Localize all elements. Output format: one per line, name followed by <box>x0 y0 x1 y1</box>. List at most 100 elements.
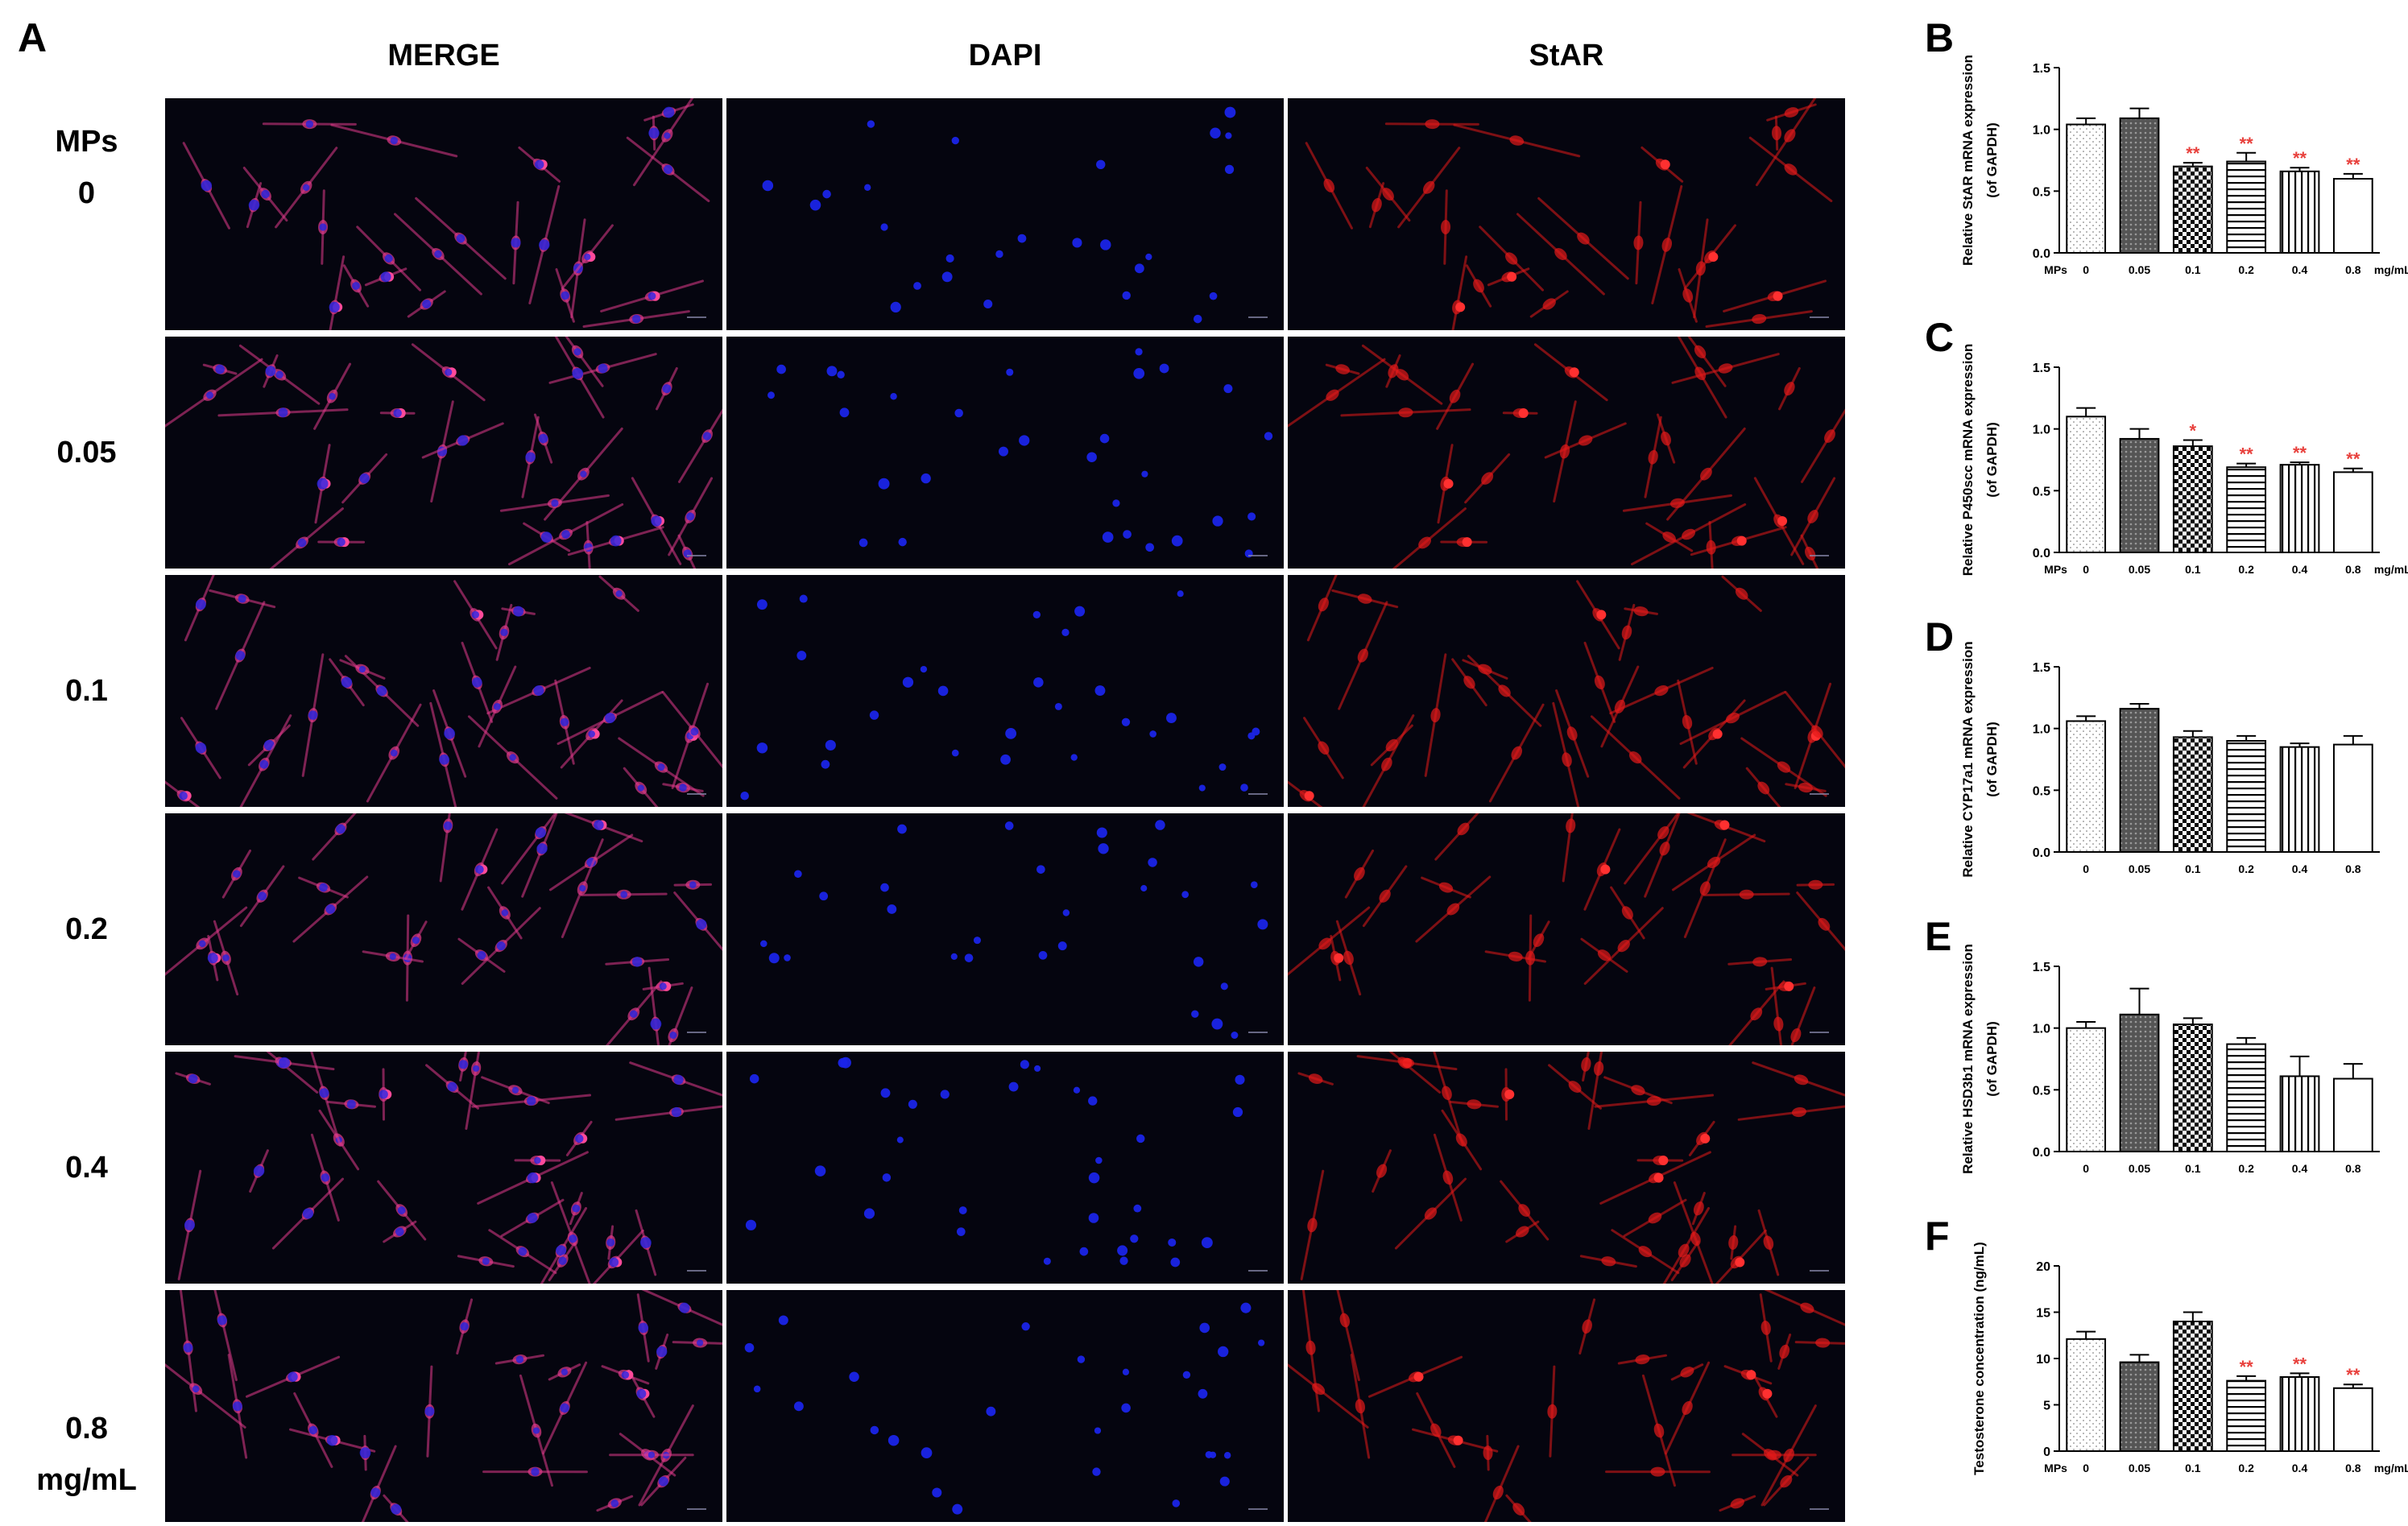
x-prefix-label: MPs <box>2044 1462 2067 1474</box>
x-tick-label: 0.05 <box>2129 263 2150 276</box>
bar-0.4 <box>2279 746 2320 853</box>
micrograph-star-row-1 <box>1288 337 1845 569</box>
y-tick-label: 0.5 <box>2033 1084 2050 1098</box>
x-tick-label: 0.05 <box>2129 563 2150 576</box>
bar-0.4 <box>2279 170 2320 254</box>
panel-letter-b: B <box>1925 15 1955 60</box>
micrograph-merge-row-4 <box>165 1052 722 1284</box>
x-tick-label: 0.8 <box>2345 1462 2361 1474</box>
bar-0.2 <box>2226 740 2267 853</box>
row-label-4-0: 0.4 <box>65 1151 108 1185</box>
column-header-merge: MERGE <box>387 39 500 72</box>
bar-0 <box>2066 1338 2107 1452</box>
chart-e: Relative HSD3b1 mRNA expression (of GAPDH… <box>1921 913 2408 1205</box>
panel-a-letter: A <box>18 15 48 60</box>
chart-d: Relative CYP17a1 mRNA expression (of GAPD… <box>1921 614 2408 905</box>
y-tick-label: 0.0 <box>2033 846 2050 860</box>
x-tick-label: 0.2 <box>2238 862 2254 875</box>
y-axis-label: Relative CYP17a1 mRNA expression <box>1960 641 1976 877</box>
bar-0.4 <box>2279 1075 2320 1152</box>
y-tick-label: 0.0 <box>2033 247 2050 261</box>
significance-marker: ** <box>2346 449 2360 469</box>
y-tick-label: 1.0 <box>2033 723 2050 737</box>
chart-f: Testosterone concentration (ng/mL) 0 5 10 15… <box>1921 1213 2408 1504</box>
bar-0.2 <box>2226 1043 2267 1152</box>
y-tick-label: 0 <box>2043 1445 2050 1459</box>
micrograph-star-row-2 <box>1288 575 1845 807</box>
x-tick-label: 0.2 <box>2238 1162 2254 1175</box>
y-axis-label: (of GAPDH) <box>1984 422 2000 497</box>
bar-0 <box>2066 123 2107 254</box>
micrograph-dapi-row-3 <box>726 813 1284 1045</box>
bar-0.2 <box>2226 466 2267 553</box>
x-tick-label: 0.8 <box>2345 862 2361 875</box>
y-tick-label: 1.0 <box>2033 424 2050 437</box>
y-tick-label: 0.5 <box>2033 784 2050 798</box>
x-unit-label: mg/mL <box>2374 263 2408 276</box>
row-label-5-1: mg/mL <box>36 1463 137 1497</box>
bar-0.1 <box>2172 1024 2213 1152</box>
significance-marker: ** <box>2293 1354 2307 1374</box>
x-tick-label: 0 <box>2083 263 2089 276</box>
row-label-3-0: 0.2 <box>65 912 108 946</box>
y-tick-label: 15 <box>2036 1307 2050 1321</box>
bar-0 <box>2066 1027 2107 1152</box>
significance-marker: ** <box>2346 1365 2360 1385</box>
micrograph-star-row-0 <box>1288 98 1845 330</box>
bar-0.1 <box>2172 736 2213 853</box>
x-tick-label: 0.1 <box>2185 862 2201 875</box>
bar-0.8 <box>2332 743 2373 853</box>
bar-0.8 <box>2332 1387 2373 1452</box>
x-tick-label: 0.4 <box>2292 1162 2308 1175</box>
micrograph-merge-row-5 <box>165 1290 722 1522</box>
micrograph-star-row-4 <box>1288 1052 1845 1284</box>
x-tick-label: 0.8 <box>2345 563 2361 576</box>
micrograph-dapi-row-0 <box>726 98 1284 330</box>
x-unit-label: mg/mL <box>2374 563 2408 576</box>
x-tick-label: 0.1 <box>2185 563 2201 576</box>
bar-0.1 <box>2172 1321 2213 1452</box>
y-tick-label: 1.5 <box>2033 961 2050 974</box>
micrograph-merge-row-1 <box>165 337 722 569</box>
row-label-0-1: 0 <box>77 176 96 210</box>
y-axis-label: Relative StAR mRNA expression <box>1960 55 1976 266</box>
bar-0.1 <box>2172 445 2213 553</box>
x-tick-label: 0.2 <box>2238 1462 2254 1474</box>
panel-letter-d: D <box>1925 614 1955 660</box>
y-tick-label: 1.5 <box>2033 62 2050 76</box>
significance-marker: ** <box>2240 134 2254 154</box>
y-tick-label: 20 <box>2036 1260 2050 1274</box>
row-label-1-0: 0.05 <box>56 436 117 469</box>
panel-letter-c: C <box>1925 315 1955 360</box>
x-tick-label: 0.1 <box>2185 1462 2201 1474</box>
x-tick-label: 0.4 <box>2292 862 2308 875</box>
micrograph-merge-row-3 <box>165 813 722 1045</box>
significance-marker: ** <box>2240 445 2254 465</box>
row-label-0-0: MPs <box>55 125 118 159</box>
bar-0 <box>2066 416 2107 554</box>
bar-0.8 <box>2332 471 2373 553</box>
micrograph-merge-row-0 <box>165 98 722 330</box>
x-tick-label: 0.2 <box>2238 263 2254 276</box>
x-tick-label: 0 <box>2083 563 2089 576</box>
bar-0 <box>2066 720 2107 853</box>
x-tick-label: 0.05 <box>2129 1462 2150 1474</box>
significance-marker: ** <box>2346 155 2360 175</box>
y-tick-label: 1.0 <box>2033 124 2050 138</box>
micrograph-dapi-row-2 <box>726 575 1284 807</box>
micrograph-dapi-row-4 <box>726 1052 1284 1284</box>
row-label-2-0: 0.1 <box>65 674 108 708</box>
y-axis-label: Relative HSD3b1 mRNA expression <box>1960 944 1976 1174</box>
micrograph-dapi-row-5 <box>726 1290 1284 1522</box>
x-tick-label: 0.4 <box>2292 263 2308 276</box>
x-tick-label: 0.4 <box>2292 563 2308 576</box>
y-axis-label: (of GAPDH) <box>1984 122 2000 197</box>
x-prefix-label: MPs <box>2044 263 2067 276</box>
y-tick-label: 5 <box>2043 1400 2050 1413</box>
x-tick-label: 0.05 <box>2129 1162 2150 1175</box>
y-tick-label: 0.0 <box>2033 1146 2050 1160</box>
bar-0.1 <box>2172 165 2213 254</box>
panel-letter-f: F <box>1925 1214 1950 1259</box>
x-tick-label: 0.8 <box>2345 263 2361 276</box>
x-prefix-label: MPs <box>2044 563 2067 576</box>
